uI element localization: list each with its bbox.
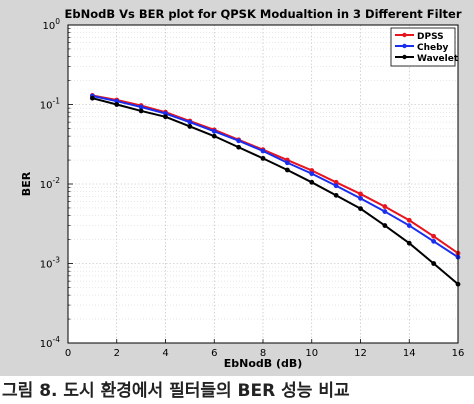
data-point-wavelet: [163, 114, 168, 120]
x-tick-label: 4: [162, 348, 168, 359]
y-tick-mantissa: 10: [40, 260, 53, 271]
data-point-wavelet: [138, 108, 144, 114]
figure-panel: 0 2 4 6 8 10 12 14 16 100 10-1 10-2 10-3 10-4 EbNodB …: [0, 0, 474, 376]
data-point-wavelet: [114, 102, 120, 107]
x-tick-label: 8: [260, 348, 266, 359]
y-tick-mantissa: 10: [40, 180, 53, 191]
series-line-dpss: [92, 94, 459, 254]
data-point-wavelet: [406, 240, 412, 246]
data-point-cheby: [309, 171, 315, 177]
y-tick-label: 10-1: [40, 97, 60, 112]
y-tick-exponent: -4: [53, 335, 61, 344]
x-tick-label: 14: [403, 348, 416, 359]
data-point-dpss: [382, 204, 388, 209]
series-line-wavelet: [92, 97, 459, 285]
data-point-dpss: [333, 179, 339, 185]
data-point-cheby: [358, 195, 363, 201]
legend-marker-dpss: [402, 32, 407, 38]
data-point-cheby: [187, 119, 193, 125]
data-point-cheby: [284, 160, 290, 166]
x-tick-label: 12: [354, 348, 367, 359]
x-tick-label: 0: [65, 348, 71, 359]
x-tick-label: 2: [114, 348, 120, 359]
data-point-wavelet: [284, 167, 290, 173]
data-point-dpss: [431, 233, 437, 239]
y-tick-label: 10-4: [40, 335, 60, 350]
y-tick-exponent: 0: [55, 17, 60, 26]
chart-title: EbNodB Vs BER plot for QPSK Modualtion i…: [64, 7, 461, 21]
data-point-wavelet: [431, 261, 437, 266]
data-point-cheby: [211, 128, 217, 134]
data-point-wavelet: [358, 206, 363, 212]
data-point-wavelet: [333, 192, 339, 198]
y-tick-label: 10-2: [40, 176, 60, 191]
legend-label-cheby: Cheby: [417, 43, 449, 53]
data-point-wavelet: [187, 124, 193, 129]
series-line-cheby: [92, 94, 459, 259]
data-point-wavelet: [309, 179, 315, 185]
legend-label-wavelet: Wavelet: [417, 54, 459, 64]
series-layer: [89, 93, 461, 287]
y-tick-exponent: -1: [53, 97, 61, 106]
data-point-cheby: [406, 223, 412, 228]
legend-label-dpss: DPSS: [417, 32, 444, 42]
x-tick-label: 10: [305, 348, 318, 359]
y-tick-mantissa: 10: [40, 101, 53, 112]
y-tick-exponent: -3: [53, 256, 61, 265]
y-tick-mantissa: 10: [40, 339, 53, 350]
data-point-dpss: [358, 191, 363, 197]
data-point-wavelet: [89, 95, 95, 101]
y-tick-label: 100: [42, 17, 60, 32]
y-tick-label: 10-3: [40, 256, 60, 271]
data-point-cheby: [382, 209, 388, 214]
data-point-wavelet: [211, 133, 217, 139]
data-point-cheby: [138, 104, 144, 110]
data-point-wavelet: [236, 144, 242, 150]
data-point-cheby: [236, 138, 242, 144]
x-axis-label: EbNodB (dB): [224, 357, 303, 370]
data-point-cheby: [260, 148, 266, 154]
legend-marker-cheby: [402, 43, 407, 49]
x-tick-label: 16: [452, 348, 465, 359]
y-axis-label: BER: [20, 171, 33, 196]
legend-marker-wavelet: [402, 54, 407, 60]
data-point-cheby: [114, 98, 120, 104]
data-point-wavelet: [382, 223, 388, 228]
y-tick-exponent: -2: [53, 176, 61, 185]
data-point-cheby: [163, 111, 168, 116]
y-tick-mantissa: 10: [42, 21, 55, 32]
data-point-cheby: [333, 183, 339, 189]
data-point-wavelet: [260, 155, 266, 161]
data-point-cheby: [431, 238, 437, 244]
x-tick-label: 6: [211, 348, 217, 359]
figure-caption: 그림 8. 도시 환경에서 필터들의 BER 성능 비교: [2, 381, 350, 401]
data-point-dpss: [406, 217, 412, 223]
